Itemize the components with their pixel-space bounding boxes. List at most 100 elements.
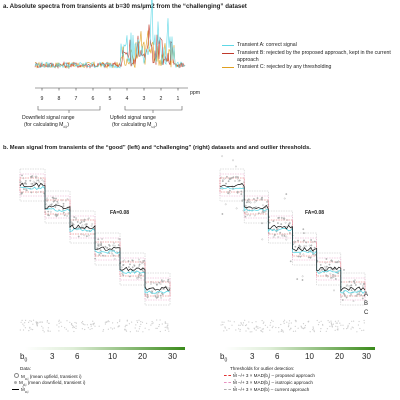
transient-point (155, 282, 158, 285)
noise-point (327, 320, 329, 322)
transient-point (307, 256, 310, 259)
transient-point (223, 177, 226, 180)
transient-point (35, 191, 38, 194)
transient-point (70, 221, 73, 223)
transient-point (232, 176, 235, 179)
noise-point (337, 329, 339, 331)
noise-point (255, 325, 258, 327)
noise-point (297, 327, 299, 329)
noise-point (58, 326, 60, 328)
transient-point (273, 234, 276, 236)
noise-point (148, 329, 150, 331)
panel-b-title: b. Mean signal from transients of the “g… (3, 145, 311, 151)
transient-point (241, 200, 244, 202)
noise-point (158, 324, 160, 326)
xtick-right-6: 6 (275, 352, 280, 361)
transient-point (284, 221, 287, 224)
transient-point (296, 278, 299, 280)
bvalue-gradient-left (25, 347, 185, 350)
transient-point (138, 274, 140, 276)
noise-point (46, 320, 49, 322)
transient-point (49, 203, 52, 206)
transient-point (22, 177, 25, 180)
noise-point (278, 327, 280, 329)
transient-point (66, 198, 69, 200)
noise-point (335, 325, 337, 327)
transient-point (272, 236, 275, 238)
transient-point (321, 269, 324, 271)
transient-point (277, 236, 280, 238)
transient-point (305, 241, 308, 244)
transient-point (228, 192, 231, 195)
transient-point (143, 263, 146, 266)
transient-point (122, 260, 124, 263)
transient-point (236, 177, 239, 180)
noise-point (283, 322, 285, 324)
noise-point (81, 322, 83, 324)
noise-point (91, 328, 93, 330)
transient-point (123, 259, 126, 262)
transient-point (285, 235, 288, 238)
noise-point (264, 324, 266, 326)
transient-point (325, 258, 328, 260)
transient-point (88, 217, 90, 220)
noise-point (138, 328, 140, 330)
noise-point (348, 323, 350, 325)
noise-point (295, 321, 297, 323)
transient-point (348, 280, 351, 283)
noise-point (112, 322, 114, 324)
ppm-axis (35, 87, 188, 91)
transient-point (108, 252, 110, 254)
noise-point (229, 320, 231, 322)
current-threshold-swatch (224, 389, 231, 391)
median-line (219, 183, 366, 293)
noise-point (47, 327, 50, 329)
noise-point (318, 321, 320, 323)
noise-point (82, 320, 84, 323)
transient-point (143, 259, 146, 262)
transient-point (330, 268, 333, 270)
transient-point (221, 180, 224, 183)
transient-point (363, 294, 365, 297)
transient-point (354, 284, 357, 286)
noise-point (335, 322, 337, 324)
transient-point (279, 231, 282, 234)
transient-point (159, 294, 162, 297)
noise-point (337, 326, 339, 328)
noise-point (131, 321, 133, 323)
transient-point (61, 199, 63, 202)
transient-point (150, 281, 153, 283)
noise-point (239, 330, 241, 332)
data-legend-item-downfield: Md,i (mean downfield, transient i) (14, 380, 85, 387)
noise-point (30, 320, 32, 322)
noise-point (245, 330, 247, 332)
transient-point (319, 264, 322, 266)
noise-point (255, 326, 257, 328)
transient-point (56, 200, 59, 203)
transient-point (313, 246, 316, 249)
noise-point (307, 321, 309, 323)
transient-point (297, 255, 300, 258)
transient-point (104, 254, 106, 257)
noise-point (337, 328, 339, 330)
transient-point (337, 260, 340, 263)
transient-point (245, 211, 248, 213)
transient-point (330, 277, 332, 279)
noise-point (92, 320, 94, 322)
transient-point (299, 253, 301, 255)
transient-point (268, 232, 270, 235)
upfield-label: Upfield signal range (110, 115, 156, 121)
noise-point (117, 325, 120, 327)
noise-point (313, 331, 315, 333)
noise-point (41, 321, 44, 323)
threshold-legend-current: M̃ –/+ 3 × MAD(b) – current approach (224, 387, 309, 392)
transient-point (52, 196, 55, 199)
noise-point (235, 329, 237, 331)
xtick-left-b0: b0 (20, 352, 28, 364)
transient-point (129, 263, 131, 266)
transient-point (344, 295, 346, 297)
noise-point (223, 321, 225, 323)
noise-point (304, 327, 306, 329)
noise-point (126, 320, 128, 322)
noise-point (136, 321, 139, 323)
